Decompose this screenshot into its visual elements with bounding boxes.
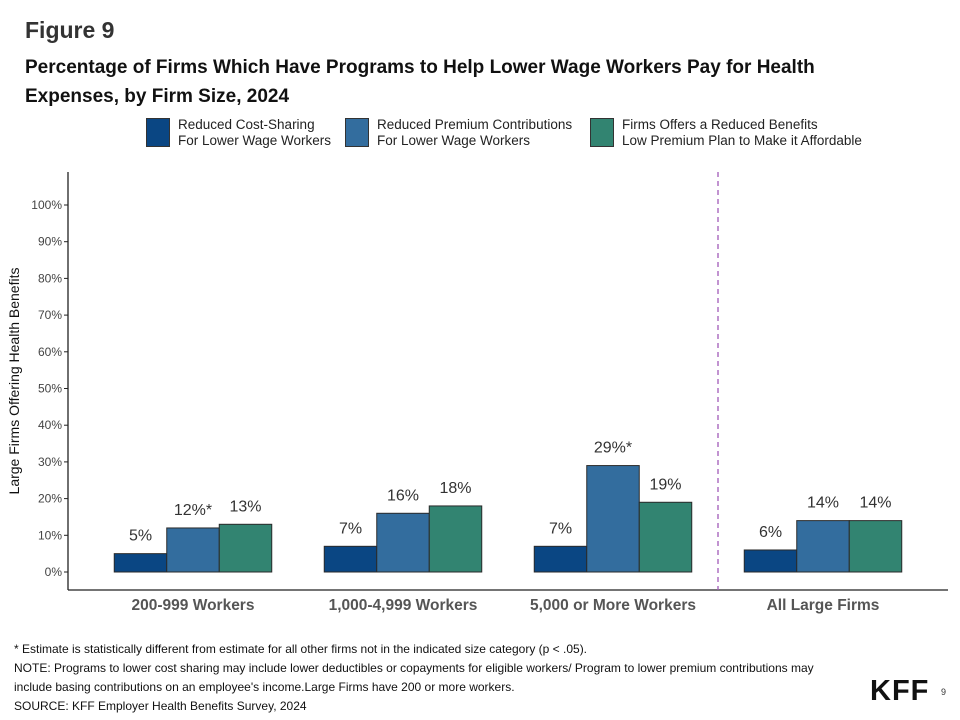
bar	[743, 549, 798, 573]
y-tick-label: 100%	[31, 198, 62, 212]
bar	[376, 512, 430, 573]
x-category-label: 5,000 or More Workers	[530, 597, 696, 614]
bar	[166, 527, 220, 573]
bar-data-label: 7%	[549, 520, 572, 537]
bar	[533, 545, 588, 573]
y-axis-label: Large Firms Offering Health Benefits	[6, 268, 22, 495]
legend-label: Reduced Premium Contributions For Lower …	[377, 117, 572, 149]
bar	[218, 523, 273, 573]
footnote-line: SOURCE: KFF Employer Health Benefits Sur…	[14, 699, 307, 713]
y-tick-label: 20%	[38, 492, 62, 506]
bar-data-label: 5%	[129, 528, 152, 545]
bar-data-label: 6%	[759, 524, 782, 541]
bar-data-label: 16%	[387, 487, 419, 504]
footnote-line: NOTE: Programs to lower cost sharing may…	[14, 661, 814, 675]
legend-swatch	[590, 118, 614, 147]
bar	[428, 505, 483, 573]
bar-data-label: 14%	[807, 495, 839, 512]
bar	[638, 501, 693, 573]
bar-data-label: 29%*	[594, 440, 632, 457]
page-number: 9	[941, 687, 947, 697]
footnotes: * Estimate is statistically different fr…	[14, 640, 914, 716]
x-category-label: 1,000-4,999 Workers	[329, 597, 478, 614]
y-tick-label: 70%	[38, 308, 62, 322]
bar	[848, 520, 903, 573]
bar-chart: 0% 10% 20% 30% 40% 50% 60% 70% 80% 90% 100% Large F…	[6, 172, 948, 614]
bar-data-label: 14%	[859, 495, 891, 512]
bar	[586, 465, 640, 573]
legend-label: Reduced Cost-Sharing For Lower Wage Work…	[178, 117, 331, 149]
y-tick-label: 10%	[38, 528, 62, 542]
x-category-label: 200-999 Workers	[132, 597, 255, 614]
legend-label-line2: For Lower Wage Workers	[377, 133, 531, 148]
y-tick-label: 80%	[38, 271, 62, 285]
y-tick-label: 40%	[38, 418, 62, 432]
legend-label-line1: Firms Offers a Reduced Benefits	[622, 117, 818, 132]
x-category-label: All Large Firms	[767, 597, 880, 614]
y-tick-label: 0%	[45, 565, 63, 579]
figure-label: Figure 9	[25, 17, 115, 43]
legend-swatch	[146, 118, 170, 147]
legend-label-line2: Low Premium Plan to Make it Affordable	[622, 133, 862, 148]
footnote-line: * Estimate is statistically different fr…	[14, 642, 588, 656]
bar	[796, 520, 850, 573]
bar	[113, 553, 168, 573]
bar-data-label: 13%	[229, 498, 261, 515]
legend-swatch	[345, 118, 369, 147]
y-tick-label: 50%	[38, 382, 62, 396]
chart-title: Percentage of Firms Which Have Programs …	[25, 57, 815, 107]
kff-logo: KFF	[870, 675, 930, 707]
y-tick-label: 30%	[38, 455, 62, 469]
footnote-line: include basing contributions on an emplo…	[14, 680, 515, 694]
legend-label: Firms Offers a Reduced Benefits Low Prem…	[622, 117, 862, 149]
bar	[323, 545, 378, 573]
y-tick-label: 60%	[38, 345, 62, 359]
bar-data-label: 7%	[339, 520, 362, 537]
bar-data-label: 19%	[649, 476, 681, 493]
legend-label-line2: For Lower Wage Workers	[178, 133, 332, 148]
legend-label-line1: Reduced Premium Contributions	[377, 117, 573, 132]
bar-data-label: 12%*	[174, 502, 212, 519]
legend-label-line1: Reduced Cost-Sharing	[178, 117, 315, 132]
bar-data-label: 18%	[439, 480, 471, 497]
y-tick-label: 90%	[38, 235, 62, 249]
